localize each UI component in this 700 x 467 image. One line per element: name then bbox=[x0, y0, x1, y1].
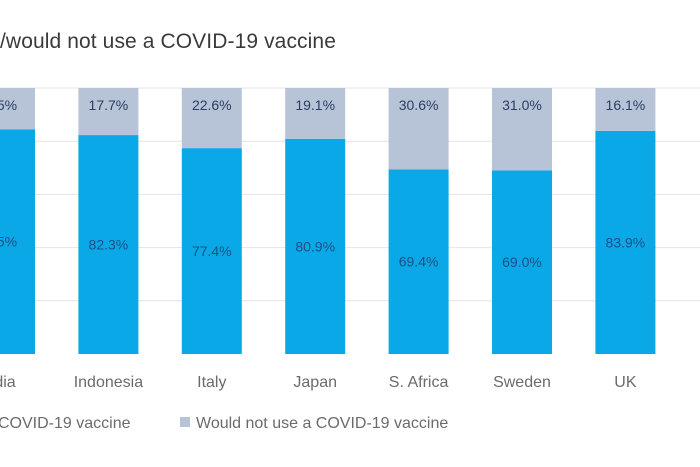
value-label-not-use: 30.6% bbox=[399, 97, 439, 113]
legend-item-use: COVID-19 vaccine bbox=[0, 415, 131, 433]
value-label-use: 69.0% bbox=[502, 254, 542, 270]
bar-not-use-segment bbox=[181, 88, 242, 149]
value-label-use: .5% bbox=[0, 234, 17, 250]
legend-item-not-use: Would not use a COVID-19 vaccine bbox=[180, 415, 448, 433]
bar-not-use-segment bbox=[388, 88, 449, 170]
value-label-use: 80.9% bbox=[295, 238, 335, 254]
bar-use-segment bbox=[78, 135, 139, 354]
value-label-not-use: .5% bbox=[0, 97, 17, 113]
value-label-not-use: 19.1% bbox=[295, 97, 335, 113]
legend-text: Would not use a COVID-19 vaccine bbox=[196, 415, 449, 432]
value-labels: .5% .5% 82.3% 17.7% 77.4% 22.6% 80.9% 19.1% 69.4… bbox=[0, 97, 645, 270]
value-label-not-use: 22.6% bbox=[192, 97, 232, 113]
category-labels: dia Indonesia Italy Japan S. Africa Sweden UK bbox=[0, 374, 637, 391]
bar-use-segment bbox=[595, 130, 656, 354]
value-label-use: 82.3% bbox=[89, 237, 129, 253]
value-label-use: 83.9% bbox=[606, 234, 646, 250]
value-label-use: 69.4% bbox=[399, 254, 439, 270]
chart-title: /would not use a COVID-19 vaccine bbox=[0, 30, 336, 53]
category-label: Italy bbox=[197, 374, 226, 391]
bar-not-use-segment bbox=[0, 88, 35, 130]
bar-not-use-segment bbox=[285, 88, 346, 139]
category-label: UK bbox=[614, 374, 637, 391]
category-label: Japan bbox=[293, 374, 337, 391]
category-label: Indonesia bbox=[74, 374, 143, 391]
bar-not-use-segment bbox=[492, 88, 552, 171]
value-label-use: 77.4% bbox=[192, 243, 232, 259]
category-label: Sweden bbox=[493, 374, 551, 391]
legend-text: COVID-19 vaccine bbox=[0, 415, 131, 432]
bar-use-segment bbox=[181, 148, 242, 354]
category-label: S. Africa bbox=[389, 374, 449, 391]
bars bbox=[0, 88, 656, 354]
bar-use-segment bbox=[285, 138, 346, 354]
legend-swatch bbox=[180, 416, 190, 427]
bar-not-use-segment bbox=[595, 88, 656, 131]
gridlines bbox=[0, 87, 700, 302]
category-label: dia bbox=[0, 374, 16, 391]
value-label-not-use: 17.7% bbox=[89, 97, 129, 113]
bar-use-segment bbox=[492, 170, 552, 354]
value-label-not-use: 31.0% bbox=[502, 97, 542, 113]
bar-use-segment bbox=[388, 169, 449, 354]
bar-not-use-segment bbox=[78, 88, 139, 136]
value-label-not-use: 16.1% bbox=[606, 97, 646, 113]
bar-use-segment bbox=[0, 129, 35, 354]
